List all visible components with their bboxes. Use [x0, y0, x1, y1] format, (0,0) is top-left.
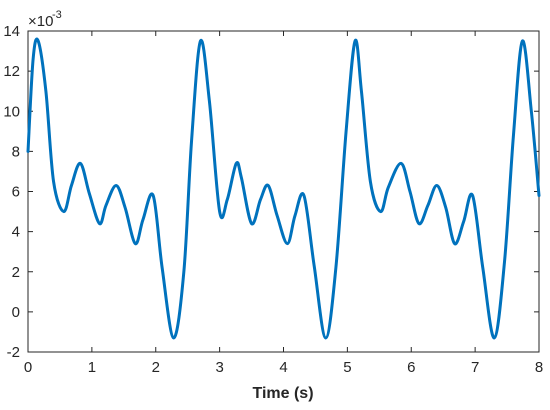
y-tick-label: 14	[3, 23, 20, 40]
plot-axes	[27, 30, 540, 353]
y-tick-label: 4	[12, 224, 20, 241]
y-exponent-label: ×10	[28, 13, 53, 30]
x-axis-label: Time (s)	[252, 385, 313, 402]
y-tick-label: 0	[12, 304, 20, 321]
x-tick-label: 7	[471, 359, 479, 376]
plot-box	[27, 30, 540, 353]
y-tick-label: 10	[3, 103, 20, 120]
x-tick-label: 0	[24, 359, 32, 376]
y-tick-label: 6	[12, 184, 20, 201]
y-tick-label: 8	[12, 143, 20, 160]
y-tick-label: -2	[7, 344, 20, 361]
x-tick-label: 3	[215, 359, 223, 376]
y-tick-group: -2 0 2 4 6 8 10 12 14	[3, 23, 539, 361]
series-group	[26, 37, 541, 340]
x-tick-label: 1	[88, 359, 96, 376]
y-exponent-power: -3	[52, 9, 62, 21]
x-tick-label: 5	[343, 359, 351, 376]
x-tick-label: 2	[152, 359, 160, 376]
series-line	[26, 37, 541, 340]
y-tick-label: 12	[3, 63, 20, 80]
x-tick-label: 8	[535, 359, 543, 376]
x-tick-label: 4	[279, 359, 287, 376]
y-tick-label: 2	[12, 264, 20, 281]
x-tick-group: 0 1 2 3 4 5 6 7 8	[24, 31, 543, 376]
x-tick-label: 6	[407, 359, 415, 376]
